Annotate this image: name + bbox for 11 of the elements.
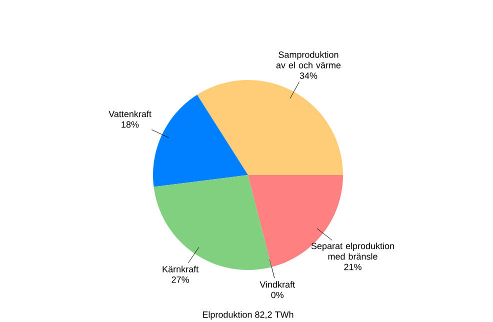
data-label: 21% (344, 264, 362, 270)
slice-label: Samproduktion av el och värme (276, 51, 341, 68)
data-label: 18% (122, 121, 139, 128)
slice-label: Separat elproduktion med bränsle (311, 242, 394, 260)
data-label: 34% (300, 72, 318, 79)
slice-label: Vattenkraft (108, 110, 152, 118)
text: Elproduktion 82,2 TWh (202, 311, 294, 320)
text: 0% (271, 292, 284, 298)
slice-label: Kärnkraft (162, 266, 198, 272)
data-label: 27% (172, 276, 189, 283)
legend-label: Vindkraft (260, 281, 295, 288)
